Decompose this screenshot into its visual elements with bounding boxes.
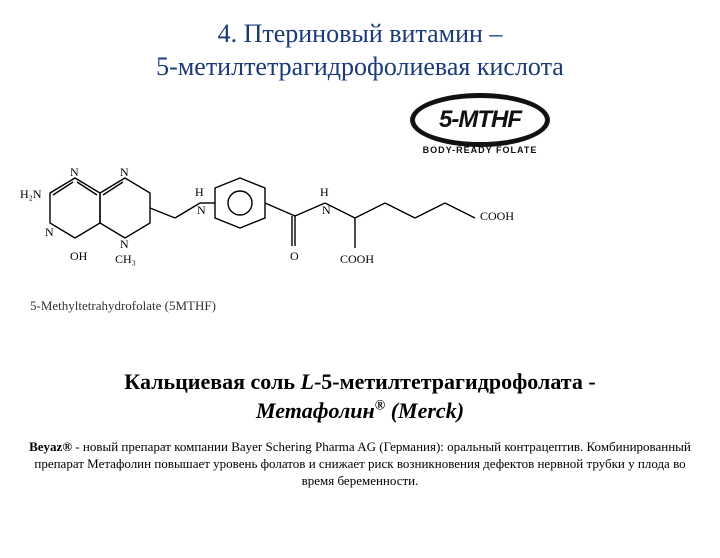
label-n: N (120, 237, 129, 251)
subtitle: Кальциевая соль L-5-метилтетрагидрофолат… (0, 368, 720, 425)
label-o: O (290, 249, 299, 263)
logo-oval: 5-MTHF (410, 93, 550, 147)
logo-main-text: 5-MTHF (439, 106, 521, 134)
label-n: N (70, 165, 79, 179)
label-n: N (45, 225, 54, 239)
label-n: N (322, 203, 331, 217)
label-h: H (320, 185, 329, 199)
label-h2n: H₂N (20, 187, 42, 201)
label-n: N (120, 165, 129, 179)
label-cooh: COOH (340, 252, 374, 266)
subtitle-metafolin: Метафолин (256, 398, 375, 423)
label-cooh: COOH (480, 209, 514, 223)
subtitle-italic-L: L (300, 369, 313, 394)
title-line2: 5-метилтетрагидрофолиевая кислота (156, 52, 564, 81)
structure-caption: 5-Methyltetrahydrofolate (5MTHF) (30, 298, 216, 314)
label-ch3: CH₃ (115, 252, 136, 266)
label-oh: OH (70, 249, 88, 263)
label-n: N (197, 203, 206, 217)
subtitle-merck: (Merck) (385, 398, 464, 423)
subtitle-suffix: -5-метилтетрагидрофолата - (314, 369, 596, 394)
label-h: H (195, 185, 204, 199)
slide-title: 4. Птериновый витамин – 5-метилтетрагидр… (0, 18, 720, 83)
footnote-bold: Beyaz® (29, 439, 72, 454)
footnote-rest: - новый препарат компании Bayer Schering… (34, 439, 691, 488)
subtitle-prefix: Кальциевая соль (124, 369, 300, 394)
footnote: Beyaz® - новый препарат компании Bayer S… (18, 439, 702, 490)
title-line1: 4. Птериновый витамин – (218, 19, 503, 48)
subtitle-reg: ® (375, 398, 385, 413)
figure-area: 5-MTHF BODY-READY FOLATE (0, 93, 720, 323)
chemical-structure: H₂N N N N N OH CH₃ H N O H N COOH COOH (15, 148, 575, 308)
